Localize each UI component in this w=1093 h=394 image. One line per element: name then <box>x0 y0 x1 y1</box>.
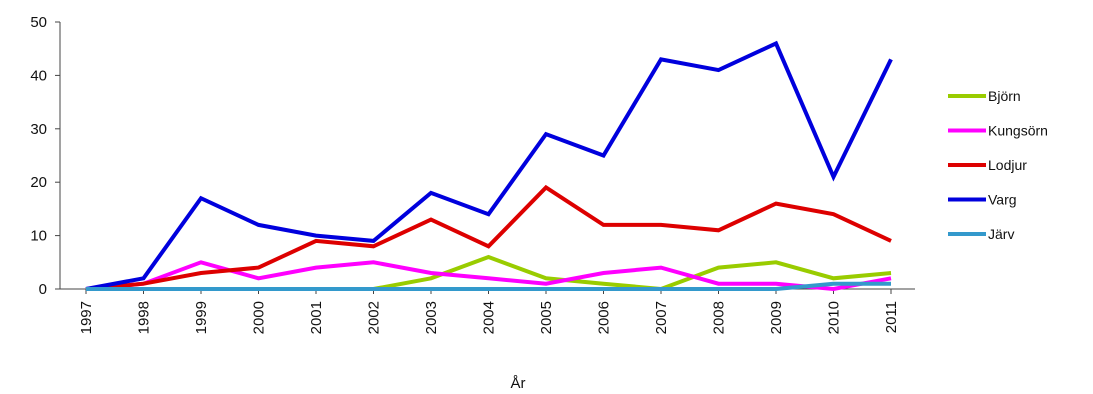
x-tick-label: 2007 <box>653 301 670 334</box>
series-line-lodjur <box>85 184 892 291</box>
y-tick-label: 30 <box>30 121 47 138</box>
y-tick-label: 20 <box>30 174 47 191</box>
x-tick-label: 2004 <box>481 301 498 334</box>
legend-label: Lodjur <box>988 157 1027 173</box>
legend-label: Varg <box>988 192 1017 208</box>
legend: Björn Kungsörn Lodjur Varg Järv <box>948 88 1048 242</box>
x-tick-label: 1998 <box>136 301 153 334</box>
x-tick-label: 1999 <box>193 301 210 334</box>
x-tick-label: 2000 <box>251 301 268 334</box>
x-tick-label: 2005 <box>538 301 555 334</box>
y-tick-label: 40 <box>30 67 47 84</box>
x-tick-label: 2001 <box>308 301 325 334</box>
x-axis-title: År <box>511 375 526 392</box>
x-axis: 1997 1998 1999 2000 2001 2002 2003 2004 2005 2006… <box>60 288 915 334</box>
x-tick-label: 2003 <box>423 301 440 334</box>
y-tick-label: 10 <box>30 228 47 245</box>
y-tick-label: 0 <box>39 281 47 298</box>
x-tick-label: 2006 <box>596 301 613 334</box>
x-tick-label: 1997 <box>78 301 95 334</box>
x-tick-label: 2009 <box>768 301 785 334</box>
series-lines <box>85 40 893 292</box>
x-tick-label: 2010 <box>826 301 843 334</box>
x-tick-label: 2002 <box>366 301 383 334</box>
legend-label: Järv <box>988 226 1014 242</box>
legend-label: Björn <box>988 88 1021 104</box>
y-tick-label: 50 <box>30 14 47 31</box>
series-line-kungsörn <box>85 260 892 292</box>
series-line-varg <box>85 40 893 291</box>
y-axis: 0 10 20 30 40 50 <box>30 14 61 298</box>
x-tick-label: 2008 <box>711 301 728 334</box>
legend-label: Kungsörn <box>988 123 1048 139</box>
x-tick-label: 2011 <box>883 301 900 333</box>
series-line-järv <box>86 281 891 291</box>
